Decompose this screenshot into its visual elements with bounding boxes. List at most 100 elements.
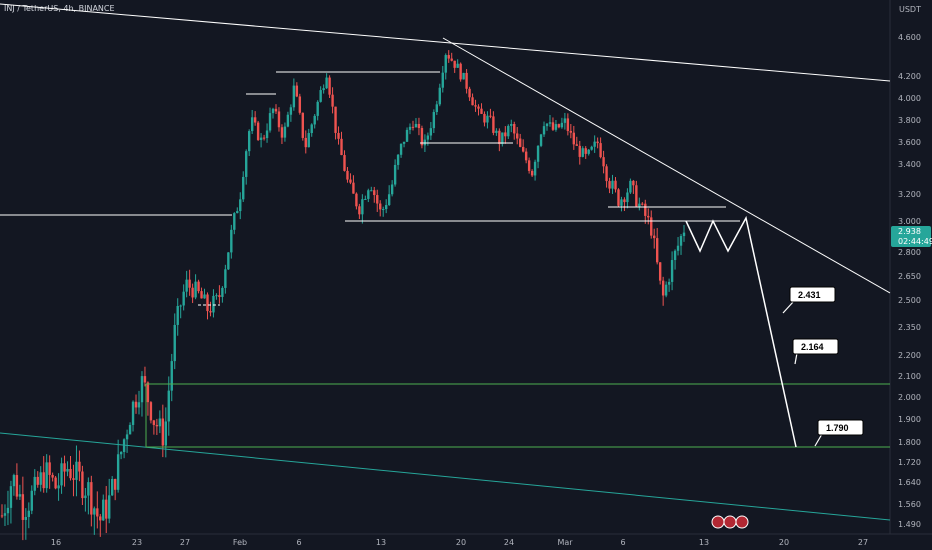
- candle-body: [551, 122, 555, 130]
- event-icons: [711, 515, 749, 529]
- candle-body: [209, 311, 212, 313]
- candle-body: [417, 123, 421, 129]
- candle-body: [331, 94, 334, 107]
- candle-body: [236, 211, 239, 214]
- candle-body: [405, 129, 409, 142]
- candle-body: [530, 170, 534, 176]
- candle-body: [39, 472, 42, 485]
- candle-body: [149, 402, 153, 421]
- candle-body: [376, 195, 379, 204]
- time-tick-label: 24: [504, 538, 514, 547]
- candle-body: [277, 111, 281, 128]
- currency-label: USDT: [899, 5, 921, 14]
- time-tick-label: 27: [180, 538, 190, 547]
- candle-body: [477, 106, 480, 109]
- candle-body: [581, 148, 584, 157]
- candle-body: [66, 469, 69, 472]
- price-tag-bg: [891, 226, 931, 247]
- price-tick-label: 1.800: [898, 438, 921, 447]
- candle-body: [647, 215, 650, 218]
- candle-body: [602, 157, 605, 167]
- candle-body: [203, 294, 206, 299]
- candle-body: [143, 376, 147, 383]
- candle-body: [584, 148, 587, 154]
- time-tick-label: 13: [699, 538, 709, 547]
- candle-body: [283, 126, 287, 138]
- candle-body: [340, 138, 343, 156]
- candle-body: [664, 284, 668, 296]
- price-tick-label: 1.900: [898, 415, 921, 424]
- candle-body: [489, 115, 492, 117]
- flag-icon[interactable]: [711, 515, 725, 529]
- flag-icon[interactable]: [723, 515, 737, 529]
- candle-body: [60, 463, 63, 486]
- target-label-box: [789, 286, 836, 303]
- candle-body: [256, 122, 260, 140]
- candle-body: [527, 160, 531, 171]
- price-tick-label: 2.000: [898, 393, 921, 402]
- candle-body: [322, 88, 325, 91]
- candle-body: [110, 479, 114, 496]
- candle-body: [441, 72, 444, 88]
- price-tick-label: 4.200: [898, 72, 921, 81]
- candle-body: [45, 462, 48, 489]
- candle-body: [349, 179, 352, 183]
- price-tick-label: 1.640: [898, 478, 921, 487]
- candle-body: [140, 376, 144, 403]
- candle-body: [164, 421, 167, 446]
- candle-body: [516, 133, 519, 139]
- candle-body: [122, 439, 126, 452]
- candle-body: [271, 108, 275, 114]
- candle-body: [105, 499, 108, 519]
- candle-body: [408, 126, 412, 130]
- candle-body: [54, 477, 57, 489]
- candle-body: [420, 128, 424, 146]
- candle-body: [432, 112, 436, 129]
- candle-body: [667, 281, 671, 285]
- candle-body: [465, 72, 468, 89]
- candle-body: [69, 469, 72, 479]
- candle-body: [125, 434, 129, 440]
- candle-body: [396, 154, 400, 165]
- price-tick-label: 3.400: [898, 160, 921, 169]
- candle-body: [212, 295, 215, 313]
- candle-body: [131, 401, 135, 425]
- candle-body: [295, 85, 299, 97]
- candle-body: [623, 199, 626, 203]
- candle-body: [307, 133, 310, 148]
- candle-body: [319, 90, 322, 102]
- candle-body: [587, 149, 590, 154]
- candle-body: [486, 115, 489, 123]
- candle-body: [78, 461, 81, 472]
- candle-body: [298, 96, 302, 113]
- time-tick-label: Feb: [233, 538, 247, 547]
- candle-body: [364, 198, 367, 200]
- time-scale: 16 23 27 Feb 6 13 20 24 Mar 6 13 20 27: [51, 538, 868, 547]
- candle-body: [346, 170, 349, 180]
- candle-body: [379, 203, 382, 210]
- projection-path: [685, 215, 797, 448]
- time-tick-label: 20: [456, 538, 466, 547]
- candle-body: [167, 390, 170, 422]
- price-tick-label: 3.800: [898, 116, 921, 125]
- candle-body: [456, 63, 459, 68]
- time-tick-label: 20: [779, 538, 789, 547]
- price-tick-label: 1.490: [898, 520, 921, 529]
- candle-body: [155, 424, 159, 427]
- candle-body: [599, 143, 602, 158]
- candle-body: [393, 164, 397, 185]
- candle-body: [361, 199, 364, 215]
- candle-body: [191, 287, 194, 298]
- price-tick-label: 2.350: [898, 323, 921, 332]
- candle-body: [119, 451, 123, 455]
- flag-icon[interactable]: [735, 515, 749, 529]
- candle-body: [387, 194, 391, 206]
- candle-body: [539, 134, 543, 146]
- candle-body: [438, 87, 441, 105]
- candle-body: [170, 361, 173, 391]
- target-arrow: [814, 433, 823, 447]
- candle-body: [247, 131, 251, 152]
- candle-body: [280, 127, 284, 138]
